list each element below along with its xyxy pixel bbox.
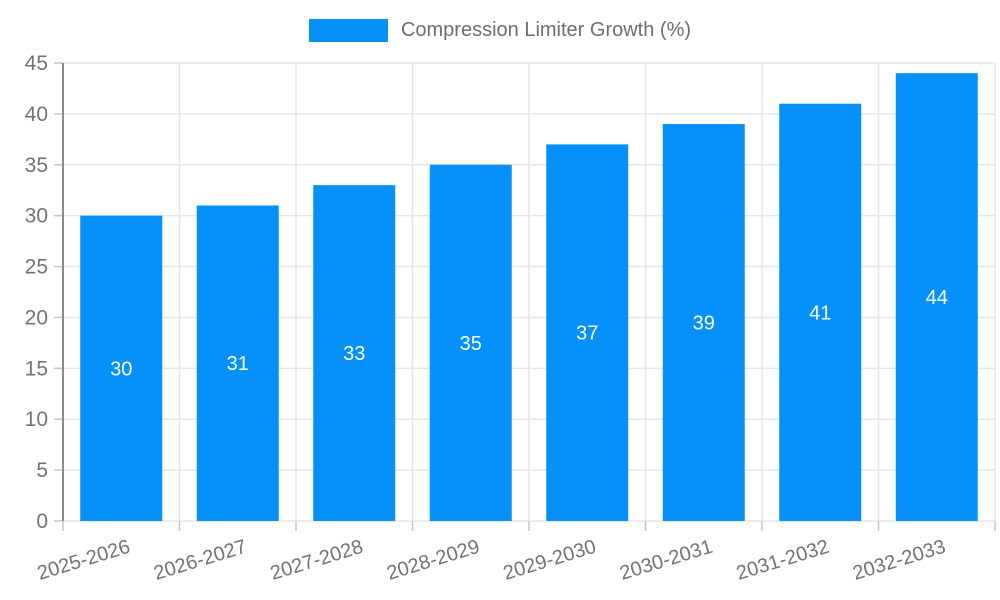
- bar[interactable]: [313, 185, 396, 521]
- bar-value-label: 33: [343, 343, 365, 365]
- bar[interactable]: [196, 205, 279, 521]
- legend-label: Compression Limiter Growth (%): [400, 19, 692, 41]
- bar-value-label: 37: [576, 323, 598, 345]
- bar-value-label: 39: [693, 313, 715, 335]
- y-axis-tick-label: 15: [25, 357, 48, 380]
- y-axis-tick-label: 25: [25, 256, 48, 279]
- bar-value-label: 44: [926, 287, 948, 309]
- y-axis-tick-label: 5: [36, 459, 48, 482]
- bar-value-label: 30: [110, 358, 132, 380]
- bar[interactable]: [546, 144, 629, 521]
- y-axis-tick-label: 20: [25, 306, 48, 329]
- x-axis-tick-label: 2025-2026: [35, 536, 133, 585]
- y-axis-tick-label: 35: [25, 154, 48, 177]
- chart-legend: Compression Limiter Growth (%): [0, 19, 1000, 42]
- x-axis-tick-label: 2031-2032: [734, 536, 832, 585]
- x-axis-tick-label: 2029-2030: [501, 536, 599, 585]
- bar-value-label: 41: [809, 302, 831, 324]
- x-axis-tick-label: 2028-2029: [384, 536, 482, 585]
- bar-value-label: 31: [227, 353, 249, 375]
- y-axis-tick-label: 0: [36, 510, 48, 533]
- legend-item[interactable]: Compression Limiter Growth (%): [308, 19, 692, 42]
- x-axis-tick-label: 2030-2031: [617, 536, 715, 585]
- bar[interactable]: [429, 164, 512, 521]
- y-axis-tick-label: 30: [25, 205, 48, 228]
- bar[interactable]: [80, 215, 163, 521]
- x-axis-tick-label: 2032-2033: [850, 536, 948, 585]
- x-axis-tick-label: 2026-2027: [151, 536, 249, 585]
- legend-swatch: [308, 19, 388, 42]
- x-axis-tick-label: 2027-2028: [268, 536, 366, 585]
- y-axis-tick-label: 45: [25, 52, 48, 75]
- bar[interactable]: [895, 73, 978, 521]
- bar[interactable]: [779, 103, 862, 521]
- bar-value-label: 35: [460, 333, 482, 355]
- bar[interactable]: [662, 124, 745, 522]
- y-axis-tick-label: 10: [25, 408, 48, 431]
- y-axis-tick-label: 40: [25, 103, 48, 126]
